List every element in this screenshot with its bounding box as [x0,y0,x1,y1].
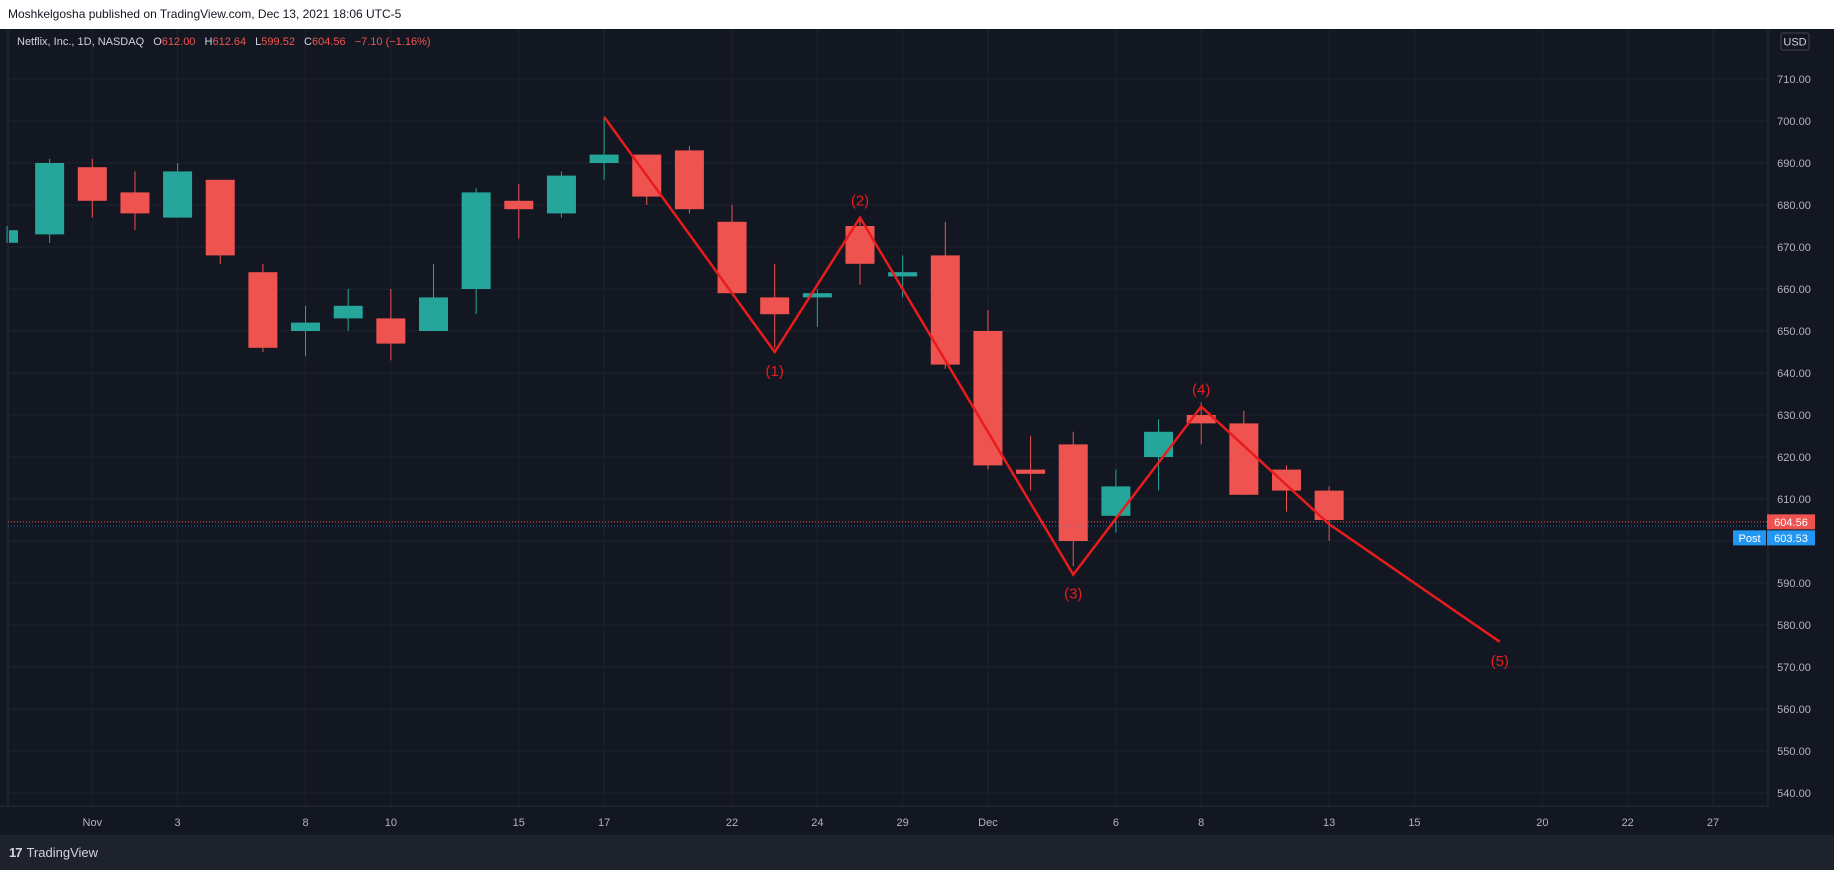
currency-label: USD [1783,37,1806,49]
price-tick-label: 580.00 [1777,620,1811,632]
price-tick-label: 590.00 [1777,578,1811,590]
time-tick-label: 22 [726,817,738,829]
time-tick-label: Nov [83,817,103,829]
post-label: Post [1738,533,1760,545]
publish-info: Moshkelgosha published on TradingView.co… [8,7,402,21]
elliott-wave-line [603,116,1501,643]
candle-body-up [333,305,363,319]
time-tick-label: 29 [897,817,909,829]
tradingview-logo[interactable]: 17 TradingView [0,845,98,860]
price-tick-label: 540.00 [1777,788,1811,800]
price-tick-label: 710.00 [1777,74,1811,86]
time-axis: Nov 3 8 10 15 17 22 24 29 Dec 6 8 13 15 20 22 27 [0,805,1768,829]
candle-body-down [376,318,406,344]
time-tick-label: 15 [513,817,525,829]
candle-body-up [589,154,619,163]
time-tick-label: 20 [1536,817,1548,829]
candle-body-down [674,150,704,210]
wave-label: (2) [851,193,869,210]
price-tick-label: 700.00 [1777,116,1811,128]
high-value: 612.64 [212,36,246,48]
tradingview-logo-icon: 17 [9,845,23,860]
open-value: 612.00 [162,36,196,48]
change-value: −7.10 (−1.16%) [355,36,431,48]
price-chart[interactable]: 540.00550.00560.00570.00580.00590.00600.… [0,29,1834,835]
price-axis: 540.00550.00560.00570.00580.00590.00600.… [7,29,1811,806]
close-value: 604.56 [312,36,346,48]
wave-label: (3) [1064,586,1082,603]
price-tick-label: 610.00 [1777,494,1811,506]
time-tick-label: 24 [811,817,823,829]
time-tick-label: 3 [175,817,181,829]
brand-name: TradingView [26,845,99,860]
candle-body-down [973,331,1003,466]
candlestick-chart-svg[interactable]: 540.00550.00560.00570.00580.00590.00600.… [0,29,1834,835]
candle-body-down [1016,469,1046,474]
candle-body-down [1272,469,1301,491]
wave-label: (4) [1192,382,1210,399]
publish-header: Moshkelgosha published on TradingView.co… [0,0,1834,29]
candle-body-up [35,163,65,235]
price-tick-label: 560.00 [1777,704,1811,716]
post-price-tag: Post 603.53 [1733,530,1815,546]
candle-body-up [802,293,832,298]
footer-bar: 17 TradingView [0,835,1834,870]
overlay-layer [8,521,1768,527]
candle-body-down [205,179,235,256]
candle-body-up [461,192,491,289]
candle-body-up [419,297,448,331]
price-tick-label: 680.00 [1777,200,1811,212]
candle-body-down [248,272,278,348]
time-tick-label: Dec [978,817,998,829]
time-tick-label: 10 [385,817,397,829]
candle-body-down [760,297,790,315]
time-tick-label: 22 [1622,817,1634,829]
chart-grid [8,29,1768,806]
candle-body-up [546,175,576,214]
low-value: 599.52 [261,36,295,48]
candle-body-down [120,192,150,214]
candle-body-up [1101,486,1131,516]
wave-layer: (1) (2) (3) (4) (5) [603,116,1509,670]
time-tick-label: 8 [302,817,308,829]
candle-body-down [717,221,747,294]
candle-body-up [291,322,321,331]
price-tick-label: 570.00 [1777,662,1811,674]
time-tick-label: 15 [1408,817,1420,829]
candle-body-up [163,171,193,218]
candle-body-down [1229,423,1259,495]
post-price: 603.53 [1774,533,1808,545]
price-tick-label: 660.00 [1777,284,1811,296]
symbol-info: Netflix, Inc., 1D, NASDAQ [17,36,145,48]
time-tick-label: 27 [1707,817,1719,829]
candle-body-down [1186,415,1216,424]
time-tick-label: 8 [1198,817,1204,829]
last-price-tag: 604.56 [1767,514,1815,530]
candle-body-up [9,230,18,243]
price-tick-label: 620.00 [1777,452,1811,464]
wave-label: (5) [1491,653,1509,670]
time-tick-label: 6 [1113,817,1119,829]
price-tick-label: 630.00 [1777,410,1811,422]
candle-body-up [1144,431,1174,457]
price-tick-label: 640.00 [1777,368,1811,380]
candle-body-up [888,272,918,277]
svg-text:604.56: 604.56 [1774,517,1808,529]
price-tick-label: 650.00 [1777,326,1811,338]
candle-body-down [1058,444,1088,541]
ohlc-legend: Netflix, Inc., 1D, NASDAQ O612.00 H612.6… [17,36,431,48]
candle-body-down [504,200,534,210]
time-tick-label: 17 [598,817,610,829]
candle-body-down [930,255,960,365]
wave-label: (1) [766,363,784,380]
price-tick-label: 690.00 [1777,158,1811,170]
candle-body-down [77,167,107,201]
time-tick-label: 13 [1323,817,1335,829]
currency-button[interactable]: USD [1780,32,1810,51]
price-tick-label: 670.00 [1777,242,1811,254]
price-tick-label: 550.00 [1777,746,1811,758]
